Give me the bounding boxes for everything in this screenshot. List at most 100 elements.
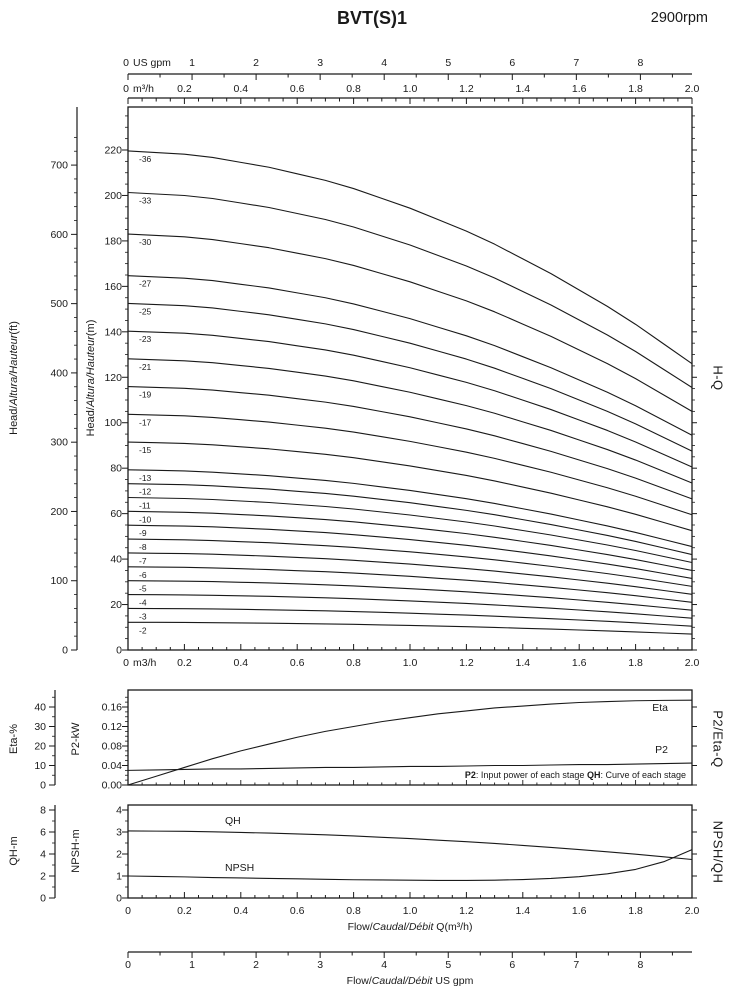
stage-curve-19	[127, 386, 693, 500]
npsh-tick-label: 3	[116, 827, 122, 839]
flow-tick-label: 1.2	[459, 905, 474, 917]
stage-curve-27	[127, 275, 693, 436]
axis-title-part: Q(m³/h)	[433, 921, 473, 933]
stage-curve-30	[127, 233, 693, 412]
eta-tick-label: 10	[34, 760, 46, 772]
x-tick-label: 0	[123, 657, 129, 669]
stage-curve-9	[127, 524, 693, 579]
gpm-tick-label: 4	[381, 57, 387, 69]
rpm-label: 2900rpm	[650, 10, 708, 26]
gpm-tick-label: 4	[381, 959, 387, 971]
stage-curve-12	[127, 483, 693, 556]
m-tick-label: 100	[104, 417, 122, 429]
x-tick-label: 1.0	[403, 657, 418, 669]
qh-tick-label: 0	[40, 893, 46, 905]
stage-label-12: -12	[139, 487, 152, 497]
stage-curve-6	[127, 566, 693, 603]
m3h-tick-label: 1.2	[459, 83, 474, 95]
stage-label-5: -5	[139, 584, 147, 594]
hq-frame	[127, 106, 693, 651]
ft-tick-label: 700	[50, 160, 68, 172]
gpm-tick-label: 7	[573, 959, 579, 971]
p2-tick-label: 0.12	[102, 721, 123, 733]
stage-label-21: -21	[139, 362, 152, 372]
stage-label-11: -11	[139, 501, 151, 511]
m3h-tick-label: 0.6	[290, 83, 305, 95]
x-tick-label: 0.6	[290, 657, 305, 669]
stage-label-2: -2	[139, 625, 147, 635]
m3h-tick-label: 1.0	[403, 83, 418, 95]
x-tick-label: 2.0	[685, 657, 700, 669]
stage-label-19: -19	[139, 390, 152, 400]
stage-label-4: -4	[139, 598, 147, 608]
axis-title-head-ft: Head/Altura/Hauteur(ft)	[8, 321, 20, 435]
gpm-tick-label: 2	[253, 959, 259, 971]
stage-label-33: -33	[139, 196, 152, 206]
m-tick-label: 120	[104, 372, 122, 384]
stage-label-30: -30	[139, 237, 152, 247]
m-tick-label: 20	[110, 599, 122, 611]
gpm-tick-label: 3	[317, 959, 323, 971]
flow-tick-label: 0.6	[290, 905, 305, 917]
m-tick-label: 140	[104, 326, 122, 338]
stage-label-23: -23	[139, 334, 152, 344]
stage-curve-2	[127, 621, 693, 635]
eta-tick-label: 30	[34, 721, 46, 733]
x-tick-label: 1.2	[459, 657, 474, 669]
m-tick-label: 160	[104, 281, 122, 293]
m-tick-label: 60	[110, 508, 122, 520]
flow-tick-label: 0.8	[346, 905, 361, 917]
flow-axis-title-m3h: Flow/Caudal/Débit Q(m³/h)	[128, 921, 692, 933]
x-tick-label: 0.4	[233, 657, 248, 669]
stage-label-8: -8	[139, 542, 147, 552]
stage-curve-7	[127, 552, 693, 595]
stage-curve-4	[127, 594, 693, 619]
axis-title-part: Caudal/Débit	[372, 921, 434, 933]
stage-curve-15	[127, 441, 693, 532]
axis-title-part: Caudal/Débit	[371, 975, 433, 987]
flow-tick-label: 1.0	[403, 905, 418, 917]
axis-title-npsh: NPSH-m	[70, 829, 82, 873]
m3h-tick-label: 1.6	[572, 83, 587, 95]
p2-curve	[127, 762, 693, 771]
ft-tick-label: 600	[50, 229, 68, 241]
note-text: P2: Input power of each stage QH: Curve …	[465, 770, 686, 780]
panel-label-p2eta: P2/Eta-Q	[710, 710, 726, 768]
note-bold-p2: P2	[464, 770, 476, 780]
ft-tick-label: 0	[62, 645, 68, 657]
npsh-tick-label: 4	[116, 805, 122, 817]
qh-tick-label: 8	[40, 805, 46, 817]
stage-label-9: -9	[139, 528, 147, 538]
stage-curve-23	[127, 330, 693, 468]
flow-tick-label: 0.2	[177, 905, 192, 917]
m3h-tick-label: 0.4	[233, 83, 248, 95]
p2-tick-label: 0.04	[102, 760, 123, 772]
eta-tick-label: 40	[34, 702, 46, 714]
npsh-curve	[127, 849, 693, 881]
axis-title-part: Flow/	[347, 921, 373, 933]
gpm-tick-label: 7	[573, 57, 579, 69]
panel-label-hq: H-Q	[710, 365, 726, 391]
stage-label-10: -10	[139, 514, 152, 524]
gpm-tick-label: 5	[445, 57, 451, 69]
eta-tick-label: 20	[34, 741, 46, 753]
qh-tick-label: 4	[40, 849, 46, 861]
m-tick-label: 40	[110, 554, 122, 566]
flow-tick-label: 0	[125, 905, 131, 917]
stage-curve-21	[127, 358, 693, 484]
x-tick-label: 0.8	[346, 657, 361, 669]
ft-tick-label: 200	[50, 506, 68, 518]
page-title: BVT(S)1	[336, 8, 407, 28]
gpm-tick-label: 6	[509, 959, 515, 971]
npsh-tick-label: 2	[116, 849, 122, 861]
npsh-tick-label: 1	[116, 871, 122, 883]
axis-title-qh: QH-m	[8, 836, 20, 866]
m3h-unit-label: m³/h	[133, 83, 154, 95]
stage-label-17: -17	[139, 417, 152, 427]
m3h-tick-label: 0	[123, 83, 129, 95]
p2-curve-label: P2	[655, 744, 668, 756]
gpm-tick-label: 8	[637, 959, 643, 971]
stage-curve-11	[127, 496, 693, 564]
ft-tick-label: 400	[50, 367, 68, 379]
panel-label-npshqh: NPSH/QH	[710, 820, 726, 884]
